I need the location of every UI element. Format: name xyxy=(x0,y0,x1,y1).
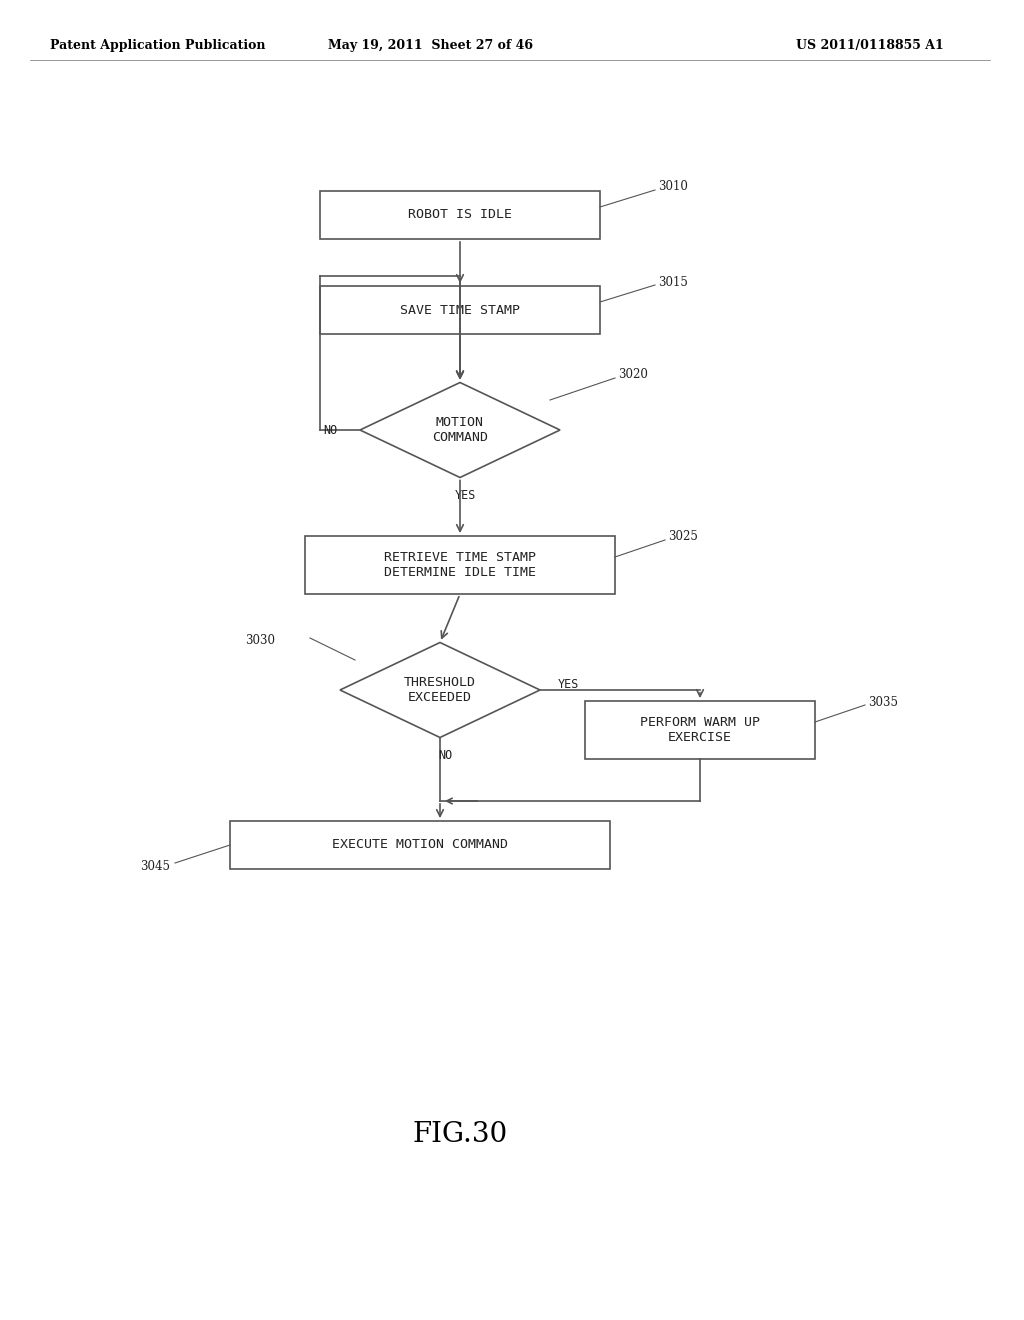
Text: Patent Application Publication: Patent Application Publication xyxy=(50,38,265,51)
Text: US 2011/0118855 A1: US 2011/0118855 A1 xyxy=(796,38,944,51)
Text: 3020: 3020 xyxy=(618,368,648,381)
Text: THRESHOLD
EXCEEDED: THRESHOLD EXCEEDED xyxy=(404,676,476,704)
Text: FIG.30: FIG.30 xyxy=(413,1122,508,1148)
Text: ROBOT IS IDLE: ROBOT IS IDLE xyxy=(408,209,512,222)
Bar xyxy=(230,821,610,869)
Bar xyxy=(319,286,600,334)
Text: YES: YES xyxy=(558,678,580,692)
Bar xyxy=(585,701,815,759)
Text: 3030: 3030 xyxy=(245,634,275,647)
Text: May 19, 2011  Sheet 27 of 46: May 19, 2011 Sheet 27 of 46 xyxy=(328,38,532,51)
Text: 3010: 3010 xyxy=(658,181,688,194)
Text: EXECUTE MOTION COMMAND: EXECUTE MOTION COMMAND xyxy=(332,838,508,851)
Text: 3015: 3015 xyxy=(658,276,688,289)
Text: 3045: 3045 xyxy=(140,861,170,874)
Text: 3025: 3025 xyxy=(668,531,698,544)
Text: RETRIEVE TIME STAMP
DETERMINE IDLE TIME: RETRIEVE TIME STAMP DETERMINE IDLE TIME xyxy=(384,550,536,579)
Text: NO: NO xyxy=(438,748,453,762)
Polygon shape xyxy=(360,383,560,478)
Text: YES: YES xyxy=(455,488,476,502)
Text: MOTION
COMMAND: MOTION COMMAND xyxy=(432,416,488,444)
Bar xyxy=(305,536,615,594)
Bar xyxy=(319,191,600,239)
Polygon shape xyxy=(340,643,540,738)
Text: 3035: 3035 xyxy=(868,696,898,709)
Text: PERFORM WARM UP
EXERCISE: PERFORM WARM UP EXERCISE xyxy=(640,715,760,744)
Text: SAVE TIME STAMP: SAVE TIME STAMP xyxy=(400,304,520,317)
Text: NO: NO xyxy=(324,424,338,437)
